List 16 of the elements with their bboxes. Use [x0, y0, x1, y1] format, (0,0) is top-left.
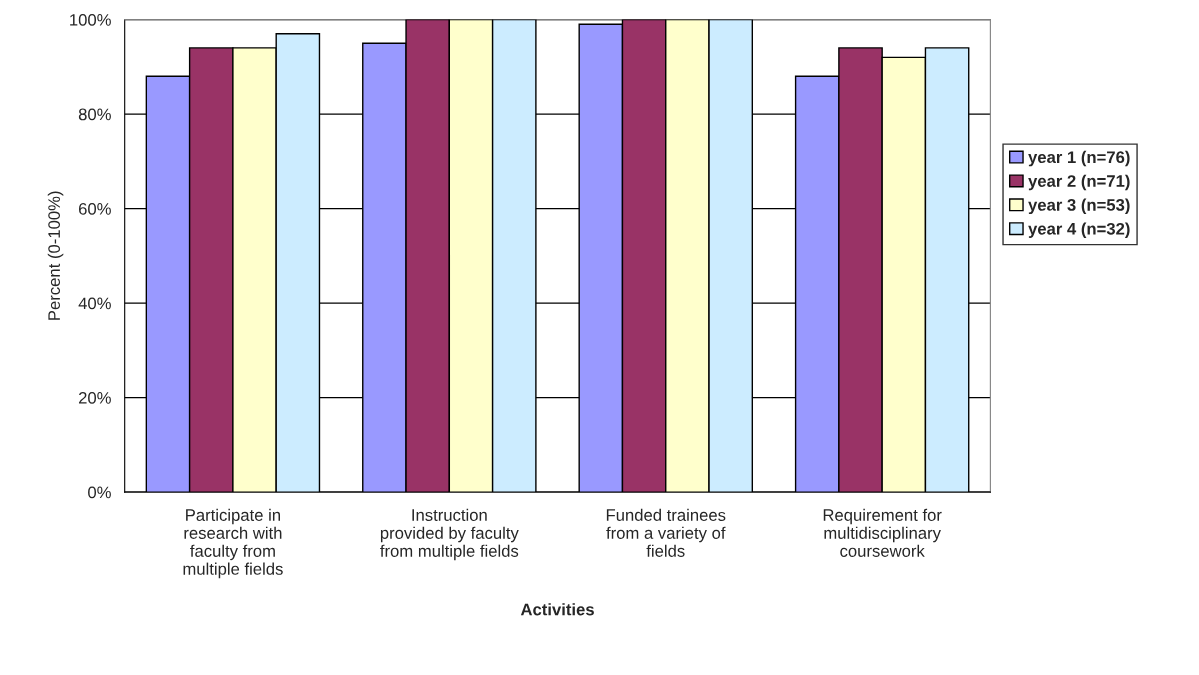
y-tick-label: 20%	[78, 391, 111, 404]
x-tick-label: Instruction provided by faculty from multiple fields	[380, 508, 519, 561]
y-tick-label: 60%	[78, 202, 111, 215]
x-tick-label: Requirement for multidisciplinary coursework	[823, 508, 942, 557]
y-tick-label: 100%	[70, 13, 111, 26]
x-tick-label: Participate in research with faculty from multiple fields	[183, 508, 283, 579]
y-axis-title: Percent (0-100%)	[47, 191, 64, 320]
x-tick-label: Funded trainees from a variety of fields	[606, 508, 726, 557]
y-tick-label: 80%	[78, 108, 111, 121]
y-tick-label: 40%	[78, 297, 111, 310]
x-axis-title: Activities	[520, 603, 594, 616]
legend-label: year 3 (n=53)	[1028, 198, 1130, 215]
legend-label: year 1 (n=76)	[1028, 150, 1130, 167]
y-tick-label: 0%	[88, 486, 111, 499]
legend-label: year 4 (n=32)	[1028, 222, 1130, 238]
legend-label: year 2 (n=71)	[1028, 174, 1130, 191]
